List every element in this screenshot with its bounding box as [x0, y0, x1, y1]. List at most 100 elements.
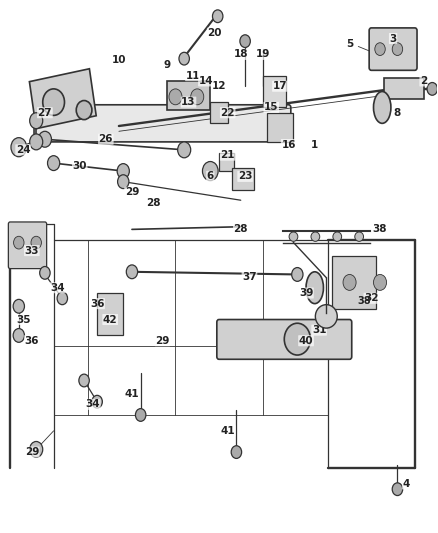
Text: 4: 4	[403, 479, 410, 489]
Circle shape	[355, 232, 364, 241]
Text: 29: 29	[25, 447, 39, 457]
Text: 20: 20	[208, 28, 222, 38]
Text: 37: 37	[242, 272, 257, 282]
Text: 35: 35	[16, 314, 30, 325]
FancyBboxPatch shape	[34, 105, 291, 142]
Circle shape	[14, 236, 24, 249]
Circle shape	[30, 134, 43, 150]
Circle shape	[374, 274, 387, 290]
Text: 22: 22	[220, 108, 235, 118]
Text: 32: 32	[364, 293, 378, 303]
Text: 24: 24	[16, 145, 31, 155]
Text: 3: 3	[389, 34, 397, 44]
Text: 29: 29	[125, 187, 139, 197]
Ellipse shape	[374, 92, 391, 123]
Text: 36: 36	[90, 298, 104, 309]
Text: 13: 13	[181, 97, 196, 107]
Text: 40: 40	[299, 336, 313, 346]
Circle shape	[375, 43, 385, 55]
FancyBboxPatch shape	[8, 222, 47, 269]
Text: 28: 28	[233, 224, 248, 235]
Text: 16: 16	[281, 140, 296, 150]
Circle shape	[43, 89, 64, 115]
Text: 30: 30	[72, 161, 87, 171]
Text: 19: 19	[255, 50, 270, 59]
Circle shape	[13, 328, 25, 342]
Circle shape	[79, 374, 89, 387]
Bar	[267, 113, 293, 142]
Circle shape	[92, 395, 102, 408]
Circle shape	[392, 43, 403, 55]
Text: 31: 31	[312, 325, 326, 335]
Text: 2: 2	[420, 76, 427, 86]
Circle shape	[117, 164, 129, 179]
Circle shape	[117, 175, 129, 189]
Text: 28: 28	[146, 198, 161, 208]
Text: 21: 21	[220, 150, 235, 160]
Bar	[167, 81, 210, 110]
Text: 29: 29	[155, 336, 170, 346]
Bar	[97, 293, 123, 335]
Circle shape	[333, 232, 342, 241]
Text: 15: 15	[264, 102, 279, 112]
Text: 18: 18	[233, 50, 248, 59]
Bar	[385, 78, 424, 100]
Circle shape	[13, 300, 25, 313]
Circle shape	[284, 323, 311, 355]
Text: 38: 38	[358, 296, 371, 306]
Circle shape	[392, 483, 403, 496]
Circle shape	[30, 441, 43, 457]
Circle shape	[126, 265, 138, 279]
Circle shape	[30, 113, 43, 128]
FancyBboxPatch shape	[369, 28, 417, 70]
Circle shape	[311, 232, 320, 241]
Text: 34: 34	[85, 399, 100, 409]
Circle shape	[427, 83, 438, 95]
Circle shape	[292, 268, 303, 281]
Circle shape	[57, 292, 67, 305]
Text: 41: 41	[125, 389, 139, 399]
Text: 5: 5	[346, 39, 353, 49]
Circle shape	[202, 161, 218, 181]
Text: 41: 41	[220, 426, 235, 436]
Text: 17: 17	[272, 81, 287, 91]
Text: 39: 39	[299, 288, 313, 298]
Circle shape	[315, 305, 337, 328]
FancyBboxPatch shape	[217, 319, 352, 359]
Circle shape	[135, 409, 146, 421]
Circle shape	[39, 131, 51, 147]
Text: 34: 34	[51, 282, 65, 293]
Text: 26: 26	[99, 134, 113, 144]
Text: 14: 14	[198, 76, 213, 86]
Circle shape	[40, 266, 50, 279]
Circle shape	[343, 274, 356, 290]
Circle shape	[191, 89, 204, 105]
Ellipse shape	[306, 272, 323, 304]
Circle shape	[179, 52, 189, 65]
Text: 10: 10	[112, 55, 126, 64]
Circle shape	[178, 142, 191, 158]
Text: 38: 38	[373, 224, 387, 235]
Circle shape	[11, 138, 27, 157]
Text: 11: 11	[186, 70, 200, 80]
Circle shape	[76, 101, 92, 119]
Circle shape	[289, 232, 298, 241]
Text: 1: 1	[311, 140, 318, 150]
Circle shape	[231, 446, 242, 458]
Text: 12: 12	[212, 81, 226, 91]
Text: 33: 33	[25, 246, 39, 256]
Bar	[332, 256, 376, 309]
Text: 6: 6	[207, 172, 214, 181]
Bar	[219, 152, 234, 171]
Text: 42: 42	[103, 314, 117, 325]
Circle shape	[212, 10, 223, 22]
Circle shape	[47, 156, 60, 171]
Circle shape	[31, 236, 42, 249]
Bar	[232, 168, 254, 190]
Text: 9: 9	[163, 60, 170, 70]
Bar	[210, 102, 228, 123]
Text: 8: 8	[394, 108, 401, 118]
Text: 23: 23	[238, 172, 252, 181]
Circle shape	[169, 89, 182, 105]
Text: 36: 36	[25, 336, 39, 346]
